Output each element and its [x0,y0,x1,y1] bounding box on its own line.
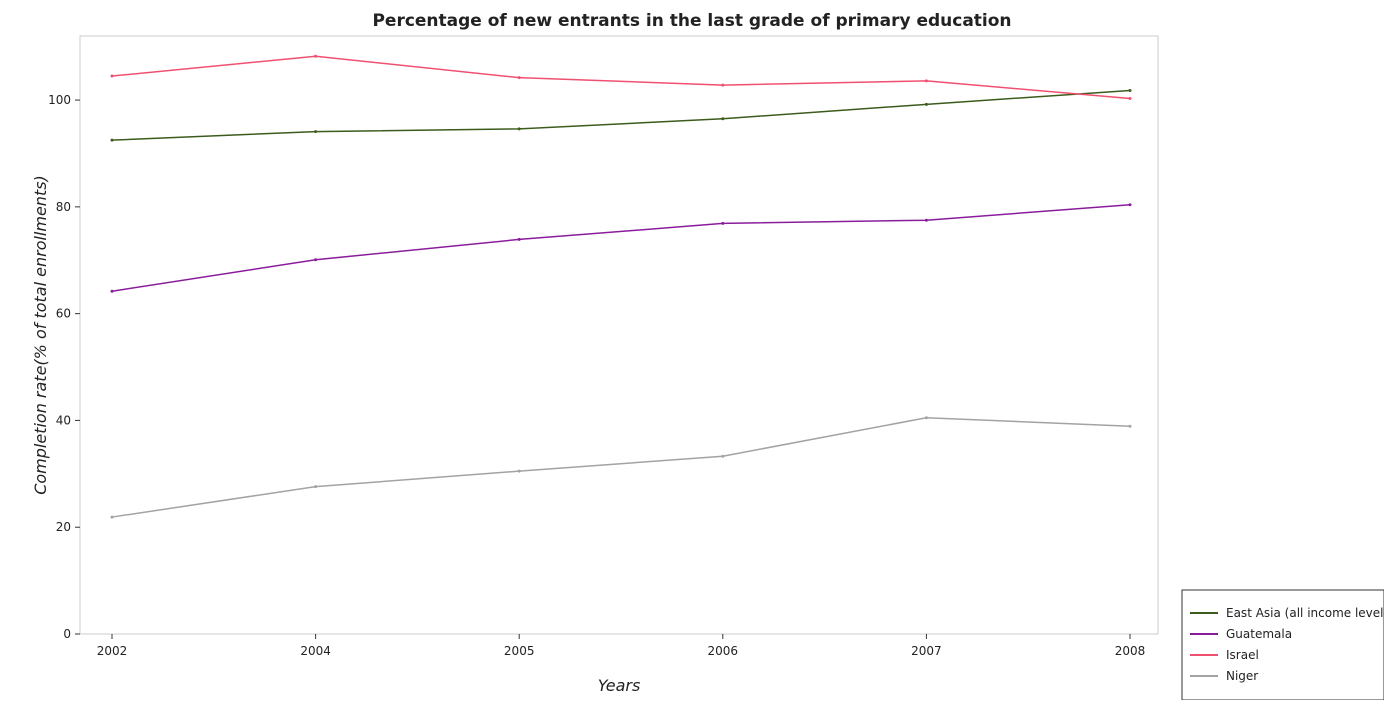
y-tick-label: 20 [56,520,71,534]
series-line-israel [111,55,1131,100]
chart-title: Percentage of new entrants in the last g… [372,11,1011,31]
y-axis-title: Completion rate(% of total enrollments) [31,175,50,495]
legend: East Asia (all income levels) Guatemala Is… [1181,589,1384,701]
plot-area [79,35,1159,635]
x-tick-label: 2002 [97,644,128,658]
x-tick-label: 2007 [911,644,942,658]
series-layer [110,54,1132,519]
x-axis: 2002 2004 2005 2006 2007 2008 [97,634,1146,658]
x-tick-label: 2008 [1115,644,1146,658]
data-point [924,218,928,222]
data-point [110,138,114,142]
x-tick-label: 2004 [300,644,331,658]
y-tick-label: 100 [48,93,71,107]
legend-label: Niger [1226,669,1258,683]
data-point [924,79,928,83]
x-axis-title: Years [598,676,641,695]
x-tick-label: 2005 [504,644,535,658]
data-point [517,237,521,241]
data-point [517,76,521,80]
data-point [721,83,725,87]
y-tick-label: 60 [56,307,71,321]
y-axis: 0 20 40 60 80 100 [48,93,80,641]
data-point [721,221,725,225]
data-point [110,515,114,519]
legend-label: Israel [1226,648,1259,662]
data-point [314,485,318,489]
x-tick-label: 2006 [708,644,739,658]
series-line-guatemala [111,203,1131,292]
series-line-east-asia-all-income-levels [111,89,1131,141]
y-tick-label: 40 [56,413,71,427]
data-point [517,127,521,131]
data-point [924,102,928,106]
data-point [721,117,725,121]
data-point [924,416,928,420]
data-point [1128,96,1132,100]
data-point [314,54,318,58]
data-point [314,130,318,134]
y-tick-label: 80 [56,200,71,214]
y-tick-label: 0 [63,627,71,641]
data-point [1128,424,1132,428]
legend-box [1181,589,1384,701]
legend-label: Guatemala [1226,627,1292,641]
data-point [517,469,521,473]
series-line-niger [111,417,1131,518]
data-point [721,454,725,458]
legend-label: East Asia (all income levels) [1226,606,1384,620]
data-point [110,289,114,293]
data-point [314,258,318,262]
data-point [1128,203,1132,207]
data-point [1128,88,1132,92]
data-point [110,74,114,78]
